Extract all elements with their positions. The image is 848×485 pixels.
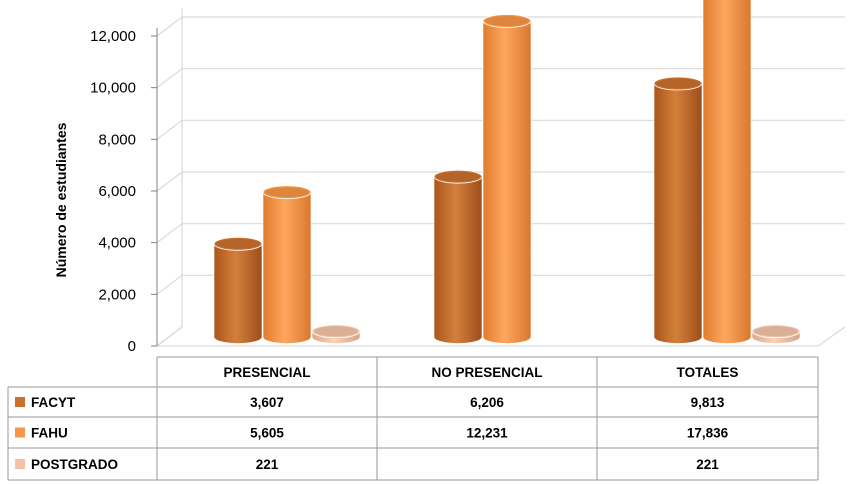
bar-top [311,324,361,339]
floor-edge [156,326,183,347]
bar-top-shade [436,171,480,182]
table-header-cell: NO PRESENCIAL [431,365,542,380]
bar-body [213,243,263,344]
y-tick-label: 2,000 [98,286,136,303]
y-tick-label: 0 [128,338,136,355]
legend-key-postgrado [15,459,25,469]
legend-key-fahu [15,427,25,438]
bar-top-shade [265,187,309,198]
table-cell: 17,836 [687,426,729,441]
bar-top [433,169,483,184]
bar-body [702,0,752,344]
y-axis-title: Número de estudiantes [53,122,69,277]
bar-facyt-3 [653,76,703,344]
bar-top-shade [216,238,260,249]
table-cell: 9,813 [691,395,725,410]
bar-fahu-2 [482,14,532,344]
bar-body [482,20,532,344]
bar-top [262,185,312,200]
bar-facyt-1 [213,236,263,344]
y-tick-label: 8,000 [98,131,136,148]
bar-postgrado-1 [311,324,361,344]
bar-top-shade [314,326,358,337]
gridline [156,223,845,244]
bar-top-shade [485,16,529,27]
bar-top [653,76,703,91]
legend-key-facyt [15,397,25,407]
legend-label-facyt: FACYT [31,395,76,410]
bar-body [433,176,483,344]
bar-top [751,324,801,339]
bar-top [213,236,263,251]
table-cell: 221 [256,457,279,472]
table-cell: 221 [696,457,719,472]
gridline [156,274,845,295]
gridline [156,16,845,37]
y-tick-label: 6,000 [98,183,136,200]
table-header-cell: TOTALES [677,365,739,380]
side-wall [156,8,183,347]
bar-fahu-1 [262,185,312,344]
bar-top-shade [656,78,700,89]
legend-label-fahu: FAHU [31,426,68,441]
table-cell: 6,206 [470,395,504,410]
table-cell: 5,605 [250,426,284,441]
y-tick-label: 12,000 [90,28,136,45]
table-cell: 12,231 [466,426,508,441]
gridline [156,171,845,192]
legend-label-postgrado: POSTGRADO [31,457,118,472]
bar-body [262,191,312,344]
bar-fahu-3 [702,0,752,344]
table-header-cell: PRESENCIAL [223,365,310,380]
bar-postgrado-3 [751,324,801,344]
gridline [156,119,845,140]
bar-top-shade [754,326,798,337]
data-table: PRESENCIAL NO PRESENCIAL TOTALES FACYT 3,607… [7,356,819,481]
bar-top [482,14,532,28]
table-cell: 3,607 [250,395,284,410]
y-tick-label: 10,000 [90,80,136,97]
bars [213,0,801,344]
bar-facyt-2 [433,169,483,344]
bar-body [653,83,703,344]
y-axis: 0 2,000 4,000 6,000 8,000 10,000 12,000 [90,28,158,355]
floor [157,326,846,347]
chart-walls [156,8,846,347]
y-tick-label: 4,000 [98,235,136,252]
gridline [156,68,845,89]
